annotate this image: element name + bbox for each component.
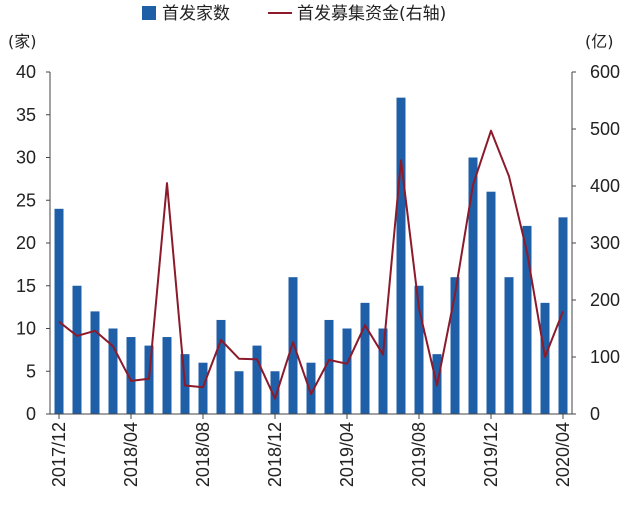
x-tick-label: 2019/04 [337,422,357,487]
bar [126,337,136,414]
line-series [58,129,564,400]
line-path [58,129,564,400]
legend-bar-swatch [142,6,156,20]
legend: 首发家数 首发募集资金(右轴) [142,4,446,24]
bar [252,345,262,414]
bar [162,337,172,414]
x-tick-label: 2018/12 [265,422,285,487]
left-tick-label: 15 [16,276,36,296]
bar [324,319,334,414]
x-tick-label: 2018/08 [193,422,213,487]
right-tick-label: 100 [590,347,620,367]
bar [378,328,388,414]
left-tick-label: 10 [16,319,36,339]
right-tick-label: 300 [590,233,620,253]
legend-bar-label: 首发家数 [162,4,230,24]
bar [522,225,532,414]
bar [72,285,82,414]
bar [468,157,478,414]
bar [216,319,226,414]
x-tick-label: 2020/04 [553,422,573,487]
bar [198,362,208,414]
bar [90,311,100,414]
bar-series [54,97,568,415]
x-tick-label: 2019/08 [409,422,429,487]
left-axis-unit: (家) [8,32,37,51]
bar [342,328,352,414]
right-tick-label: 200 [590,290,620,310]
left-tick-label: 20 [16,233,36,253]
bar [414,285,424,414]
left-tick-label: 5 [26,361,36,381]
right-tick-label: 400 [590,176,620,196]
bar [108,328,118,414]
left-tick-label: 25 [16,190,36,210]
left-tick-label: 40 [16,62,36,82]
right-tick-label: 0 [590,404,600,424]
bar [306,362,316,414]
x-tick-label: 2018/04 [121,422,141,487]
x-tick-label: 2017/12 [49,422,69,487]
x-tick-label: 2019/12 [481,422,501,487]
right-tick-label: 500 [590,119,620,139]
bar [558,217,568,414]
bar [270,371,280,414]
bar [486,191,496,414]
bar [360,302,370,414]
bar [144,345,154,414]
axes [49,72,573,415]
bar [396,97,406,415]
left-tick-label: 0 [26,404,36,424]
bar [54,208,64,414]
x-axis: 2017/12 2018/04 2018/08 2018/12 2019/04 2019/… [49,414,573,487]
right-axis-unit: (亿) [585,32,614,51]
left-y-axis: 0 5 10 15 20 25 30 35 40 [16,62,50,424]
legend-line-label: 首发募集资金(右轴) [297,4,446,24]
left-tick-label: 30 [16,148,36,168]
bar [540,302,550,414]
bar [234,371,244,414]
bar [504,277,514,414]
bar [450,277,460,414]
right-tick-label: 600 [590,62,620,82]
left-tick-label: 35 [16,105,36,125]
right-y-axis: 0 100 200 300 400 500 600 [572,62,620,424]
bar [288,277,298,414]
